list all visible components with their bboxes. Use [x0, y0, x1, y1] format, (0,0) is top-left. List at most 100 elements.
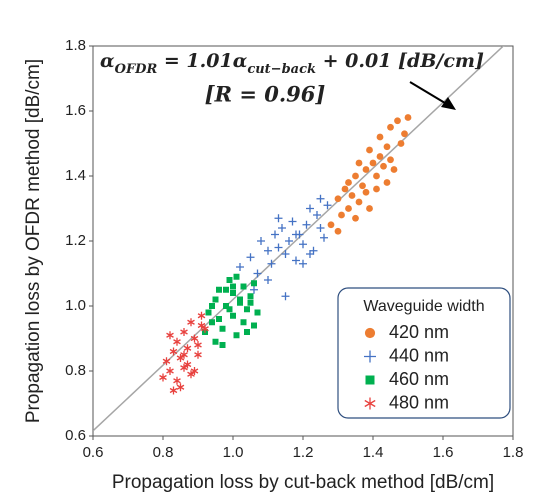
point [373, 172, 380, 180]
point [250, 285, 258, 294]
point [212, 296, 219, 303]
point [348, 192, 356, 199]
legend-label: 460 nm [389, 369, 449, 389]
point [299, 240, 307, 249]
point [190, 334, 199, 343]
point [251, 322, 257, 329]
point [281, 250, 290, 258]
y-tick-label: 0.8 [65, 362, 86, 379]
point [180, 350, 188, 359]
point [230, 283, 236, 290]
point [397, 140, 405, 147]
point [383, 179, 391, 186]
y-tick-label: 1.0 [65, 297, 86, 314]
point [233, 273, 240, 280]
point [194, 341, 202, 349]
point [316, 194, 325, 203]
point [345, 179, 352, 186]
point [209, 303, 215, 309]
point [247, 293, 254, 300]
point [169, 386, 178, 395]
point [187, 318, 195, 327]
points-layer [159, 114, 412, 395]
point [209, 319, 215, 326]
point [401, 130, 408, 138]
point [404, 114, 412, 121]
equation-part: α [100, 50, 115, 72]
equation: αOFDR = 1.01αcut−back + 0.01 [dB/cm] [100, 50, 484, 77]
point [387, 123, 394, 131]
point [180, 328, 188, 336]
point [219, 325, 226, 332]
point [306, 250, 314, 258]
point [205, 309, 212, 316]
point [338, 211, 345, 219]
point [355, 198, 363, 206]
x-tick-label: 0.6 [83, 444, 104, 461]
point [359, 182, 366, 190]
point [362, 188, 370, 196]
point [166, 331, 174, 340]
x-tick-label: 1.2 [293, 444, 314, 461]
point [320, 233, 328, 242]
point [274, 243, 283, 252]
point [162, 357, 171, 366]
point [366, 146, 373, 154]
point [190, 367, 199, 375]
point [274, 214, 283, 223]
point [264, 276, 272, 284]
x-tick-label: 1.8 [503, 444, 524, 461]
point [387, 156, 394, 164]
point [197, 321, 206, 330]
point [380, 162, 387, 170]
legend-title: Waveguide width [363, 298, 484, 315]
point [376, 153, 384, 160]
x-tick-label: 1.4 [363, 444, 384, 461]
point [281, 292, 290, 301]
point [223, 286, 229, 293]
point [267, 259, 276, 268]
point [187, 370, 195, 379]
point [237, 299, 243, 306]
point [288, 217, 297, 226]
point [271, 230, 279, 239]
point [366, 205, 373, 212]
y-tick-label: 1.4 [65, 167, 86, 184]
equation-part: OFDR [115, 62, 158, 77]
point [226, 306, 233, 313]
point [327, 221, 335, 229]
point [237, 296, 243, 303]
equation-part: = 1.01α [157, 50, 247, 72]
point [247, 299, 254, 306]
point [306, 204, 314, 213]
point [299, 259, 307, 268]
point [180, 363, 188, 372]
y-tick-label: 1.8 [65, 37, 86, 54]
point [219, 342, 226, 348]
point [197, 311, 206, 320]
arrow-shaft [409, 81, 451, 107]
point [254, 309, 261, 316]
point [257, 237, 265, 245]
point [173, 337, 181, 346]
point [302, 220, 311, 229]
point [352, 214, 359, 222]
point [230, 312, 236, 319]
point [236, 263, 244, 271]
point [369, 159, 377, 167]
point [341, 185, 349, 193]
x-tick-label: 0.8 [153, 444, 174, 461]
r-label: [R = 0.96] [205, 82, 326, 107]
y-axis-title: Propagation loss by OFDR method [dB/cm] [23, 59, 44, 423]
equation-part: + 0.01 [dB/cm] [316, 50, 484, 72]
point [246, 253, 255, 262]
legend-box [337, 287, 511, 419]
point [159, 373, 167, 382]
point [362, 166, 370, 173]
legend-label: 420 nm [389, 322, 449, 342]
x-tick-label: 1.0 [223, 444, 244, 461]
x-axis-title: Propagation loss by cut-back method [dB/… [112, 472, 494, 493]
arrow-head [441, 97, 456, 110]
point [390, 166, 398, 173]
